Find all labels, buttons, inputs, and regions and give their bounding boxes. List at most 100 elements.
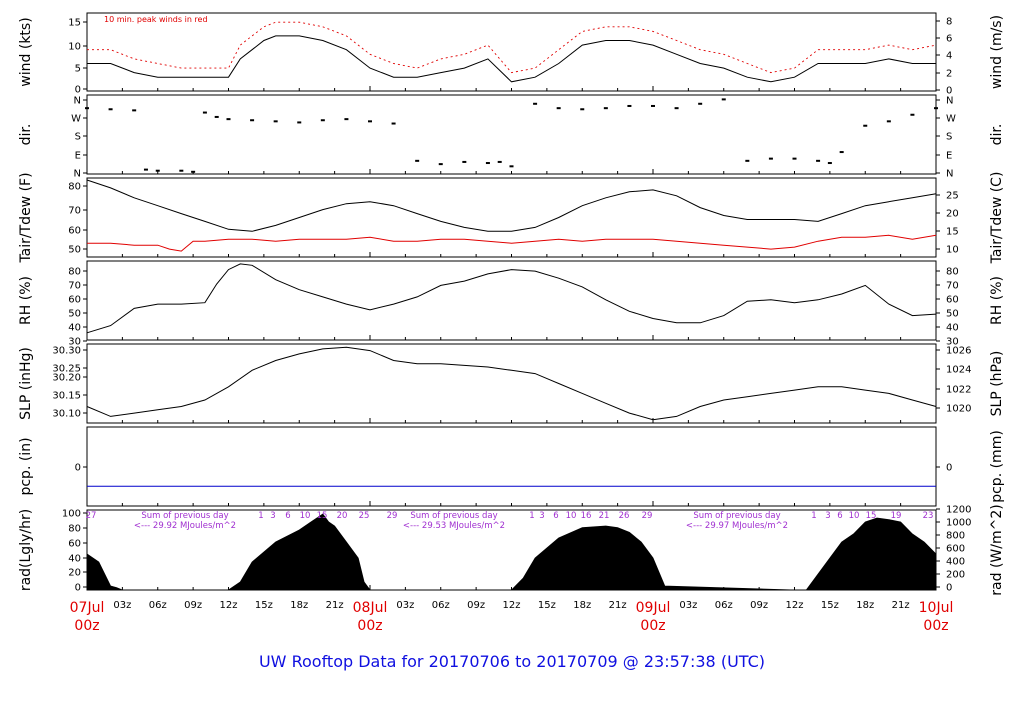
temp-right-tick-label: 15 bbox=[946, 227, 959, 238]
dir-point bbox=[368, 120, 372, 123]
date-hour-label: 00z bbox=[357, 618, 382, 634]
rh-left-label: RH (%) bbox=[18, 276, 34, 325]
dir-point bbox=[143, 168, 148, 171]
dir-point bbox=[934, 107, 938, 110]
dir-point bbox=[886, 120, 891, 123]
rad-hour-mark: 1 bbox=[258, 511, 263, 521]
rad-hour-mark: 6 bbox=[553, 511, 558, 521]
wind-series-line bbox=[87, 21, 937, 74]
slp-left-label: SLP (inHg) bbox=[18, 347, 34, 420]
wind-note: 10 min. peak winds in red bbox=[104, 15, 208, 24]
dir-point bbox=[485, 162, 490, 165]
rad-sum-label: Sum of previous day bbox=[410, 511, 497, 521]
rh-right-tick-label: 80 bbox=[946, 267, 959, 278]
rad-hour-mark: 27 bbox=[86, 511, 97, 521]
dir-right-tick-label: W bbox=[946, 114, 956, 125]
dir-left-tick-label: N bbox=[74, 169, 81, 180]
slp-left-tick-label: 30.20 bbox=[52, 373, 81, 384]
rad-sum-value: <--- 29.92 MJoules/m^2 bbox=[134, 521, 236, 531]
rh-right-tick-label: 30 bbox=[946, 337, 959, 348]
dir-right-tick-label: E bbox=[946, 151, 952, 162]
dir-point bbox=[768, 157, 773, 160]
dir-left-label: dir. bbox=[18, 124, 34, 146]
rad-left-tick-label: 0 bbox=[75, 583, 81, 594]
rad-hour-mark: 1 bbox=[811, 511, 816, 521]
x-tick-label: 21z bbox=[892, 600, 910, 611]
dir-point bbox=[297, 121, 302, 124]
wind-right-tick-label: 4 bbox=[946, 51, 952, 62]
wind-panel-frame bbox=[86, 12, 937, 92]
dir-panel-frame bbox=[86, 94, 937, 175]
rad-hour-mark: 3 bbox=[825, 511, 830, 521]
rh-right-label: RH (%) bbox=[989, 276, 1005, 325]
rad-hour-mark: 15 bbox=[317, 511, 328, 521]
rh-left-tick-label: 50 bbox=[68, 309, 81, 320]
rad-right-tick-label: 400 bbox=[946, 557, 965, 568]
slp-right-label: SLP (hPa) bbox=[989, 351, 1005, 417]
rad-right-tick-label: 600 bbox=[946, 544, 965, 555]
rh-right-tick-label: 70 bbox=[946, 281, 959, 292]
dir-point bbox=[344, 118, 349, 121]
date-label: 09Jul bbox=[636, 600, 671, 616]
rad-hour-mark: 6 bbox=[285, 511, 290, 521]
dir-point bbox=[698, 102, 703, 105]
wind-right-label: wind (m/s) bbox=[989, 15, 1005, 89]
dir-point bbox=[438, 163, 443, 166]
x-tick-label: 06z bbox=[432, 600, 450, 611]
dir-point bbox=[391, 122, 396, 125]
pcp-panel-frame bbox=[86, 426, 937, 507]
date-label: 07Jul bbox=[70, 600, 105, 616]
rad-left-tick-label: 60 bbox=[68, 539, 81, 550]
rad-hour-mark: 6 bbox=[837, 511, 842, 521]
x-tick-label: 09z bbox=[184, 600, 202, 611]
dir-point bbox=[415, 159, 420, 162]
dir-left-tick-label: E bbox=[75, 151, 81, 162]
dir-right-tick-label: N bbox=[946, 169, 953, 180]
rad-area bbox=[86, 513, 937, 591]
dir-point bbox=[674, 107, 679, 110]
rh-left-tick-label: 40 bbox=[68, 323, 81, 334]
dir-point bbox=[839, 151, 844, 154]
dir-point bbox=[191, 170, 196, 173]
data-series bbox=[85, 21, 938, 591]
rad-left-label: rad(Lgly/hr) bbox=[18, 509, 34, 591]
slp-left-tick-label: 30.25 bbox=[52, 364, 81, 375]
temp-left-tick-label: 80 bbox=[68, 182, 81, 193]
pcp-right-label: pcp. (mm) bbox=[989, 430, 1005, 503]
date-label: 08Jul bbox=[353, 600, 388, 616]
temp-right-tick-label: 25 bbox=[946, 191, 959, 202]
x-tick-label: 06z bbox=[715, 600, 733, 611]
x-tick-label: 09z bbox=[750, 600, 768, 611]
x-tick-label: 12z bbox=[503, 600, 521, 611]
wind-left-label: wind (kts) bbox=[18, 17, 34, 86]
rh-left-tick-label: 60 bbox=[68, 295, 81, 306]
slp-left-tick-label: 30.30 bbox=[52, 346, 81, 357]
date-hour-label: 00z bbox=[74, 618, 99, 634]
rad-left-tick-label: 20 bbox=[68, 568, 81, 579]
rad-right-tick-label: 1000 bbox=[946, 518, 971, 529]
dir-point bbox=[745, 159, 750, 162]
x-tick-label: 21z bbox=[609, 600, 627, 611]
rh-right-tick-label: 60 bbox=[946, 295, 959, 306]
chart-title: UW Rooftop Data for 20170706 to 20170709… bbox=[259, 652, 765, 671]
dir-point bbox=[863, 124, 868, 127]
rad-hour-mark: 3 bbox=[539, 511, 544, 521]
pcp-left-tick-label: 0 bbox=[75, 463, 81, 474]
rad-left-tick-label: 80 bbox=[68, 524, 81, 535]
x-tick-label: 15z bbox=[821, 600, 839, 611]
x-tick-label: 21z bbox=[326, 600, 344, 611]
rad-left-tick-label: 40 bbox=[68, 554, 81, 565]
rad-hour-mark: 19 bbox=[891, 511, 902, 521]
dir-point bbox=[132, 109, 137, 112]
x-tick-label: 12z bbox=[786, 600, 804, 611]
dir-right-tick-label: S bbox=[946, 132, 952, 143]
dir-point bbox=[509, 165, 514, 168]
dir-point bbox=[627, 104, 632, 107]
x-tick-label: 18z bbox=[290, 600, 308, 611]
dir-point bbox=[497, 160, 502, 163]
x-tick-label: 06z bbox=[149, 600, 167, 611]
dir-point bbox=[320, 119, 325, 122]
rad-sum-value: <--- 29.53 MJoules/m^2 bbox=[403, 521, 505, 531]
dir-point bbox=[792, 157, 797, 160]
